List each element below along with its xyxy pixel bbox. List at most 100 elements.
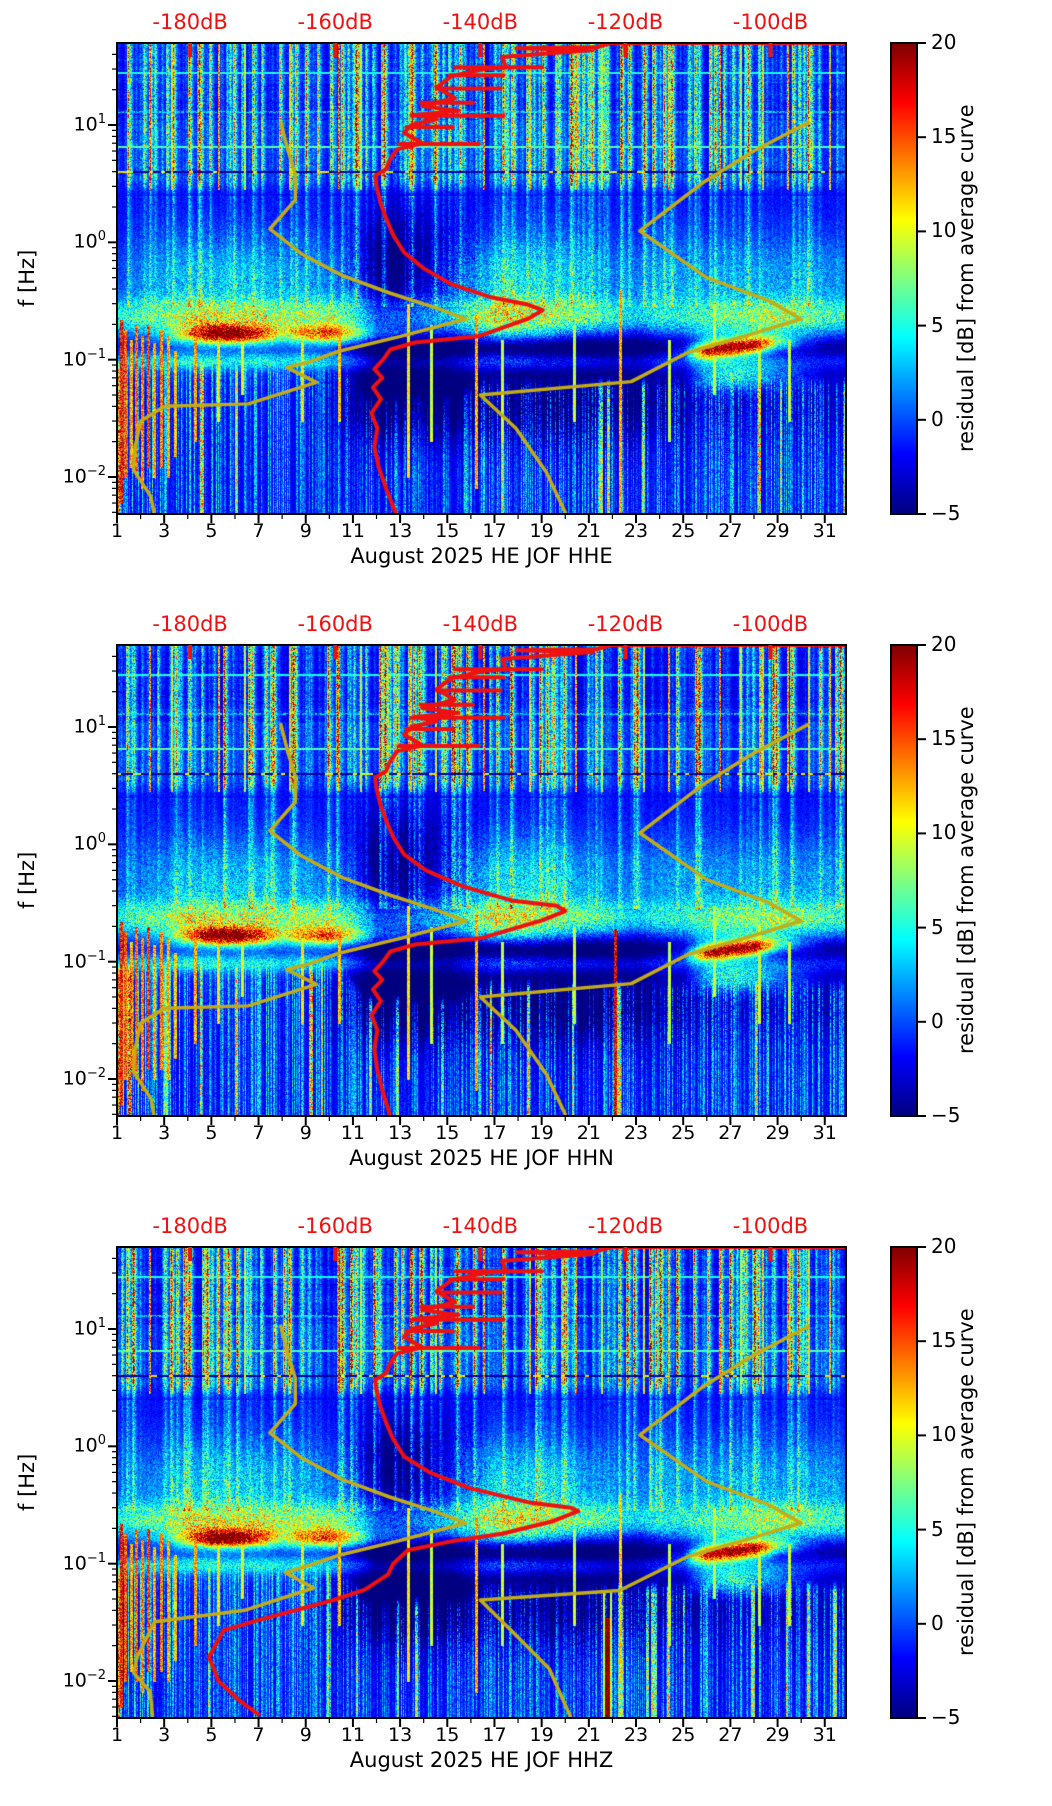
top-db-axis-label: -180dB <box>152 612 228 636</box>
colorbar-label: residual [dB] from average curve <box>954 1308 978 1657</box>
colorbar-tick-label: −5 <box>931 1705 961 1729</box>
x-axis-label: August 2025 HE JOF HHE <box>350 544 613 568</box>
x-tick-label: 23 <box>623 520 649 542</box>
x-tick-label: 17 <box>482 1724 507 1746</box>
colorbar-tick-label: 20 <box>931 30 957 54</box>
x-tick-label: 19 <box>529 1724 554 1746</box>
spectrogram-panel-hhz: f [Hz] August 2025 HE JOF HHZ residual [… <box>0 1204 1052 1806</box>
colorbar-tick-label: 5 <box>931 1516 944 1541</box>
x-tick-label: 1 <box>110 520 124 542</box>
y-tick-label: 10−2 <box>62 464 106 488</box>
x-tick-label: 21 <box>576 1724 601 1746</box>
x-tick-label: 25 <box>671 1122 696 1144</box>
x-tick-label: 19 <box>529 520 554 542</box>
x-tick-label: 29 <box>765 520 790 542</box>
top-db-axis-label: -180dB <box>152 10 228 34</box>
y-tick-label: 101 <box>73 112 106 136</box>
colorbar-label: residual [dB] from average curve <box>954 706 978 1055</box>
x-tick-label: 13 <box>388 520 413 542</box>
colorbar-tick-label: 0 <box>931 1008 944 1033</box>
top-db-axis-label: -140dB <box>442 1214 519 1238</box>
x-tick-label: 1 <box>110 1122 124 1144</box>
top-db-axis-label: -120dB <box>587 612 664 636</box>
top-db-axis-label: -120dB <box>587 1214 664 1238</box>
x-axis-label: August 2025 HE JOF HHN <box>349 1146 614 1170</box>
y-tick-label: 10−2 <box>62 1668 106 1692</box>
x-tick-label: 25 <box>671 1724 696 1746</box>
spectrogram-panel-hhn: f [Hz] August 2025 HE JOF HHN residual [… <box>0 602 1052 1204</box>
axes-ticks <box>108 42 926 523</box>
y-axis-label: f [Hz] <box>15 249 39 308</box>
top-db-axis-label: -160dB <box>297 10 373 34</box>
y-tick-label: 10−1 <box>62 1550 106 1574</box>
y-tick-label: 101 <box>73 714 106 738</box>
x-tick-label: 17 <box>482 520 507 542</box>
y-tick-label: 100 <box>73 1433 106 1457</box>
x-tick-label: 29 <box>765 1122 790 1144</box>
colorbar-tick-label: 5 <box>931 914 944 939</box>
x-tick-label: 31 <box>812 1122 837 1144</box>
x-tick-label: 11 <box>340 1724 365 1746</box>
x-tick-label: 9 <box>299 1724 312 1746</box>
x-tick-label: 11 <box>340 520 365 542</box>
axes-ticks <box>108 1246 926 1727</box>
axes-ticks <box>108 644 926 1125</box>
x-tick-label: 3 <box>158 520 171 542</box>
colorbar-tick-label: 15 <box>931 726 957 751</box>
x-tick-label: 7 <box>252 1724 265 1746</box>
x-tick-label: 7 <box>252 1122 265 1144</box>
x-tick-label: 15 <box>435 520 460 542</box>
x-tick-label: 25 <box>671 520 696 542</box>
colorbar-gradient <box>891 645 917 1116</box>
y-tick-label: 10−2 <box>62 1066 106 1090</box>
spectrogram-heatmap <box>117 1247 846 1718</box>
y-tick-label: 10−1 <box>62 346 106 370</box>
y-tick-label: 10−1 <box>62 948 106 972</box>
x-tick-label: 27 <box>718 1122 743 1144</box>
colorbar-tick-label: 10 <box>931 218 957 243</box>
colorbar-tick-label: −5 <box>931 501 961 525</box>
x-tick-label: 27 <box>718 1724 743 1746</box>
x-tick-label: 21 <box>576 520 601 542</box>
x-tick-label: 27 <box>718 520 743 542</box>
x-tick-label: 3 <box>158 1724 171 1746</box>
x-tick-label: 5 <box>205 1724 218 1746</box>
spectrogram-panel-hhe: f [Hz] August 2025 HE JOF HHE residual [… <box>0 0 1052 602</box>
colorbar-tick-label: −5 <box>931 1103 961 1127</box>
top-db-axis-label: -160dB <box>297 612 373 636</box>
x-tick-label: 31 <box>812 520 837 542</box>
x-tick-label: 9 <box>299 520 312 542</box>
x-tick-label: 21 <box>576 1122 601 1144</box>
y-axis-label: f [Hz] <box>15 1453 39 1512</box>
x-tick-label: 5 <box>205 1122 218 1144</box>
colorbar-tick-label: 0 <box>931 1610 944 1635</box>
colorbar-tick-label: 20 <box>931 1234 957 1258</box>
spectrogram-heatmap <box>117 43 846 514</box>
x-tick-label: 3 <box>158 1122 171 1144</box>
x-tick-label: 17 <box>482 1122 507 1144</box>
top-db-axis-label: -160dB <box>297 1214 373 1238</box>
colorbar-tick-label: 10 <box>931 1422 957 1447</box>
top-db-axis-label: -120dB <box>587 10 664 34</box>
x-tick-label: 1 <box>110 1724 124 1746</box>
x-tick-label: 9 <box>299 1122 312 1144</box>
x-tick-label: 11 <box>340 1122 365 1144</box>
colorbar-tick-label: 20 <box>931 632 957 656</box>
y-tick-label: 100 <box>73 831 106 855</box>
colorbar-label: residual [dB] from average curve <box>954 104 978 453</box>
top-db-axis-label: -180dB <box>152 1214 228 1238</box>
x-tick-label: 7 <box>252 520 265 542</box>
top-db-axis-label: -140dB <box>442 612 519 636</box>
x-tick-label: 13 <box>388 1122 413 1144</box>
x-tick-label: 23 <box>623 1122 649 1144</box>
x-tick-label: 29 <box>765 1724 790 1746</box>
x-tick-label: 23 <box>623 1724 649 1746</box>
top-db-axis-label: -100dB <box>732 612 809 636</box>
top-db-axis-label: -140dB <box>442 10 519 34</box>
x-tick-label: 19 <box>529 1122 554 1144</box>
x-tick-label: 15 <box>435 1724 460 1746</box>
top-db-axis-label: -100dB <box>732 10 809 34</box>
y-tick-label: 101 <box>73 1316 106 1340</box>
colorbar-tick-label: 5 <box>931 312 944 337</box>
spectrogram-heatmap <box>117 645 846 1116</box>
